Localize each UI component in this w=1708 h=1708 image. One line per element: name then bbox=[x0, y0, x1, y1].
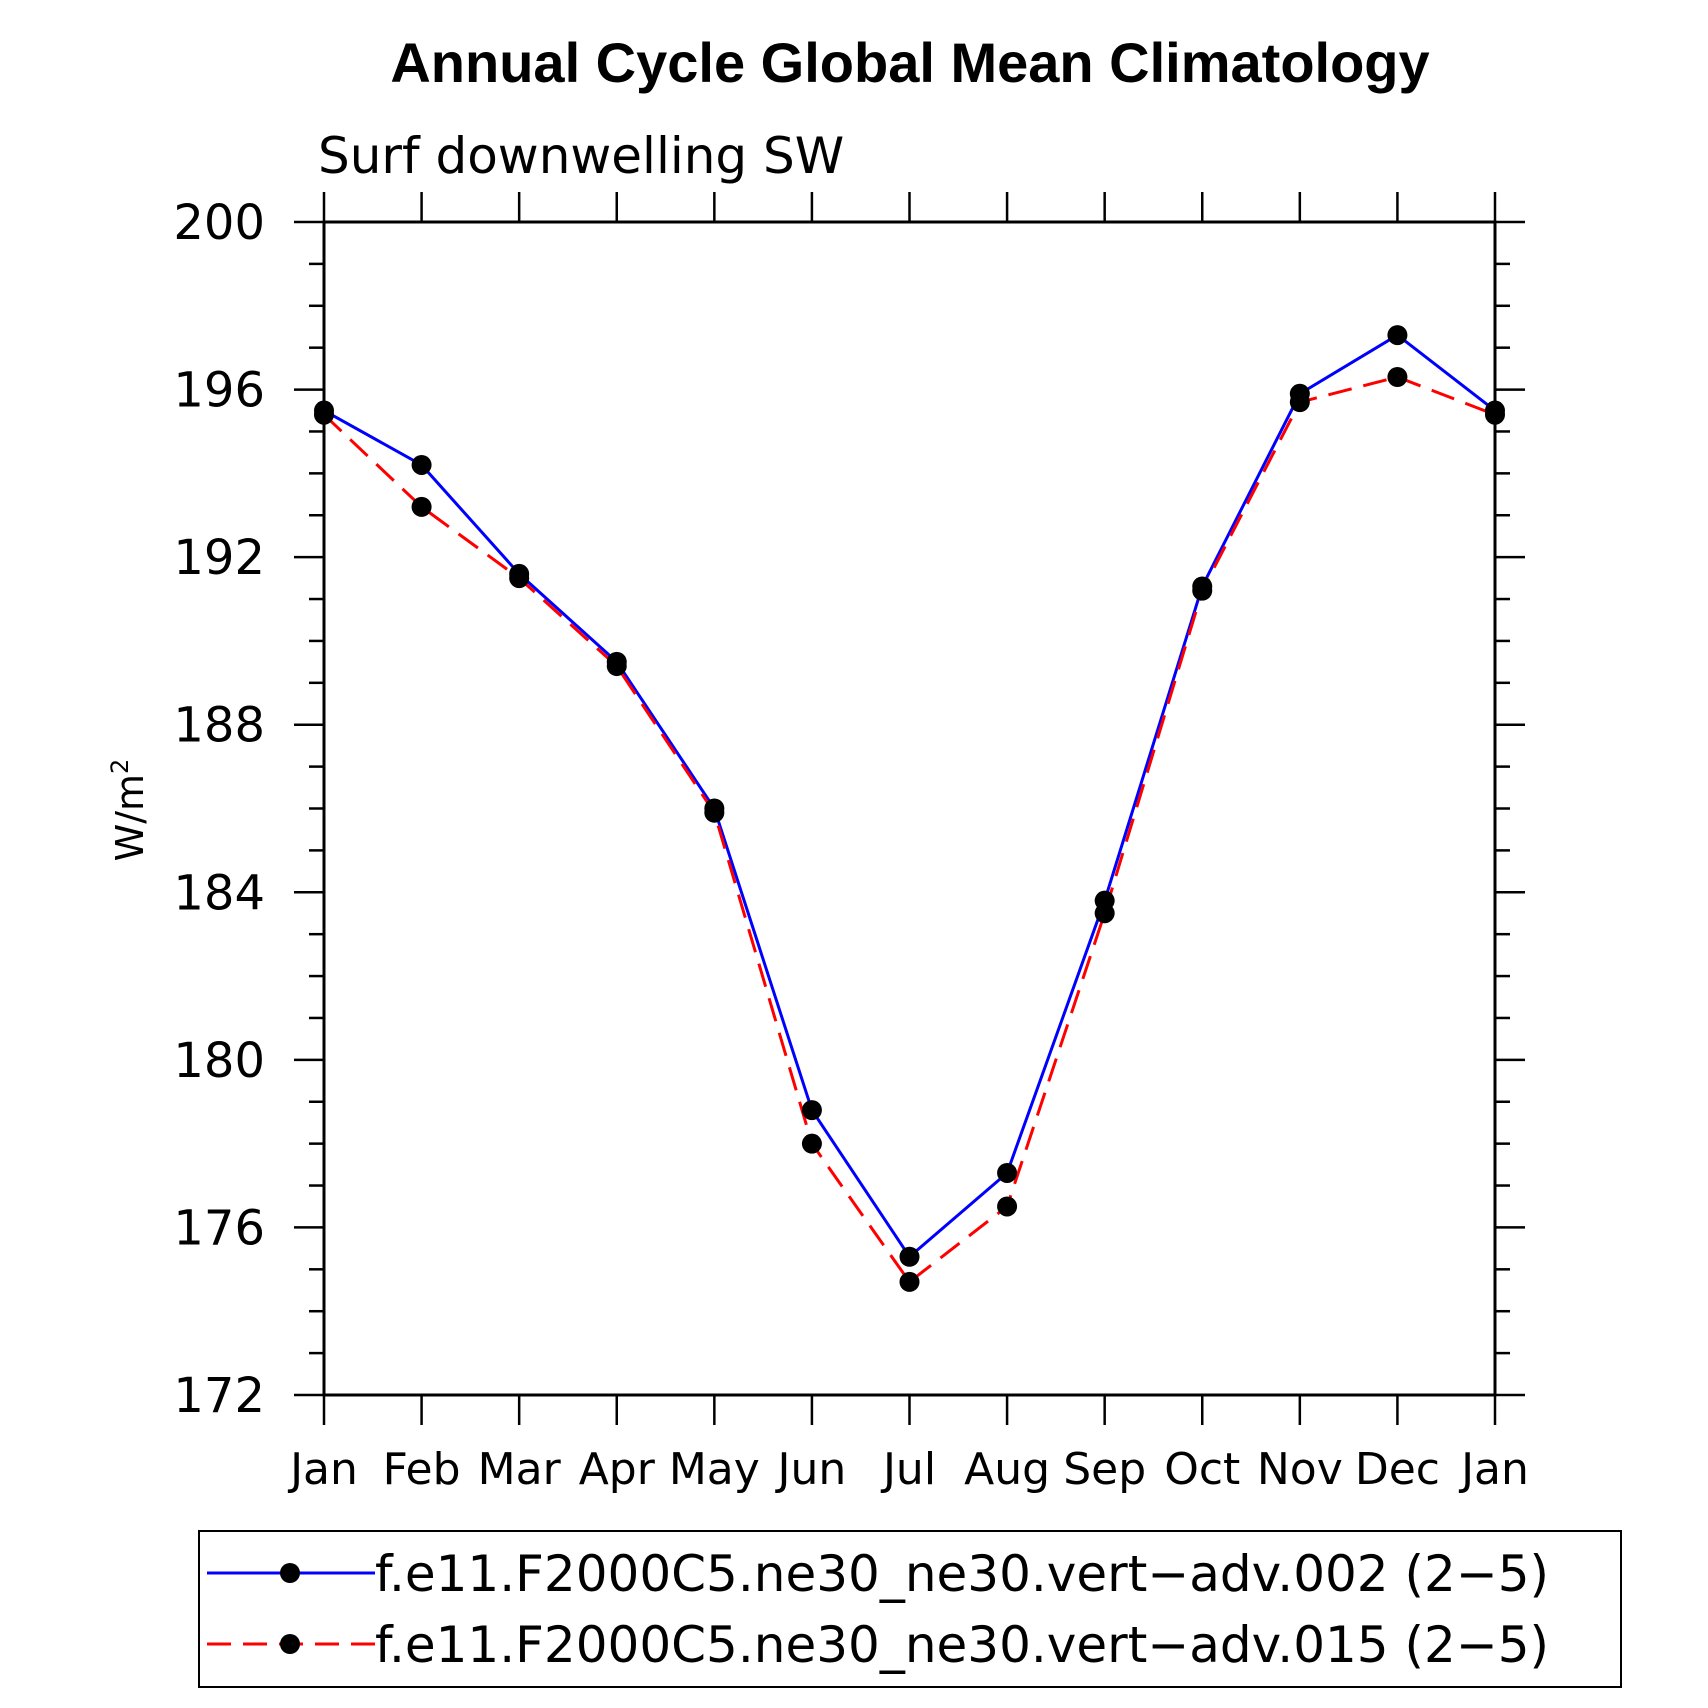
data-point-series-1 bbox=[801, 1100, 822, 1121]
y-tick-label: 188 bbox=[173, 698, 265, 754]
x-tick-label: Oct bbox=[1164, 1444, 1240, 1495]
data-point-series-2 bbox=[1289, 392, 1310, 413]
y-tick-label: 172 bbox=[173, 1368, 265, 1424]
y-tick-label: 176 bbox=[173, 1200, 265, 1256]
y-tick-label: 196 bbox=[173, 363, 265, 419]
x-tick-label: Apr bbox=[579, 1444, 656, 1495]
x-tick-label: Mar bbox=[478, 1444, 562, 1495]
y-axis-label-text: W/m bbox=[108, 774, 152, 861]
legend-label-series-2: f.e11.F2000C5.ne30_ne30.vert−adv.015 (2−… bbox=[375, 1616, 1549, 1674]
legend-box bbox=[198, 1530, 1622, 1688]
x-tick-label: Jul bbox=[880, 1444, 936, 1495]
x-tick-label: Jan bbox=[287, 1444, 358, 1495]
data-point-series-1 bbox=[1387, 325, 1408, 346]
legend-marker-series-2 bbox=[280, 1634, 300, 1654]
data-point-series-2 bbox=[899, 1271, 920, 1292]
y-tick-label: 200 bbox=[173, 195, 265, 251]
data-point-series-1 bbox=[997, 1162, 1018, 1183]
y-tick-label: 180 bbox=[173, 1033, 265, 1089]
data-point-series-2 bbox=[997, 1196, 1018, 1217]
data-point-series-2 bbox=[1192, 580, 1213, 601]
data-point-series-2 bbox=[314, 404, 334, 425]
series-group bbox=[314, 325, 1505, 1292]
legend-marker-series-1 bbox=[280, 1563, 300, 1583]
y-tick-label: 192 bbox=[173, 530, 265, 586]
data-point-series-2 bbox=[411, 496, 432, 517]
data-point-series-1 bbox=[899, 1246, 920, 1267]
x-tick-label: Jun bbox=[775, 1444, 847, 1495]
x-tick-label: May bbox=[669, 1444, 760, 1495]
y-tick-label: 184 bbox=[173, 865, 265, 921]
data-point-series-2 bbox=[606, 656, 627, 677]
x-tick-label: Sep bbox=[1063, 1444, 1146, 1495]
y-tick-labels: 172 176 180 184 188 192 196 200 bbox=[173, 195, 265, 1424]
x-tick-label: Feb bbox=[383, 1444, 461, 1495]
chart-subtitle: Surf downwelling SW bbox=[318, 127, 844, 185]
data-point-series-2 bbox=[801, 1133, 822, 1154]
data-point-series-2 bbox=[1387, 367, 1408, 388]
chart-title: Annual Cycle Global Mean Climatology bbox=[390, 31, 1429, 94]
x-tick-label: Aug bbox=[964, 1444, 1050, 1495]
data-point-series-1 bbox=[411, 454, 432, 475]
legend-label-series-1: f.e11.F2000C5.ne30_ne30.vert−adv.002 (2−… bbox=[375, 1545, 1549, 1603]
x-tick-labels: Jan Feb Mar Apr May Jun Jul Aug Sep Oct Nov Dec Jan bbox=[287, 1444, 1529, 1495]
x-tick-label: Dec bbox=[1355, 1444, 1440, 1495]
series-line-1 bbox=[323, 333, 1496, 1259]
y-axis-label-superscript: 2 bbox=[106, 759, 134, 774]
series-line-2 bbox=[322, 375, 1496, 1285]
axis-ticks bbox=[294, 192, 1525, 1425]
data-point-series-2 bbox=[509, 568, 530, 589]
data-point-series-2 bbox=[704, 802, 725, 823]
x-tick-label: Nov bbox=[1257, 1444, 1343, 1495]
data-point-series-2 bbox=[1485, 404, 1505, 425]
y-axis-label: W/m2 bbox=[106, 759, 152, 862]
data-point-series-2 bbox=[1094, 903, 1115, 924]
x-tick-label: Jan bbox=[1458, 1444, 1529, 1495]
plot-frame bbox=[322, 220, 1497, 1397]
